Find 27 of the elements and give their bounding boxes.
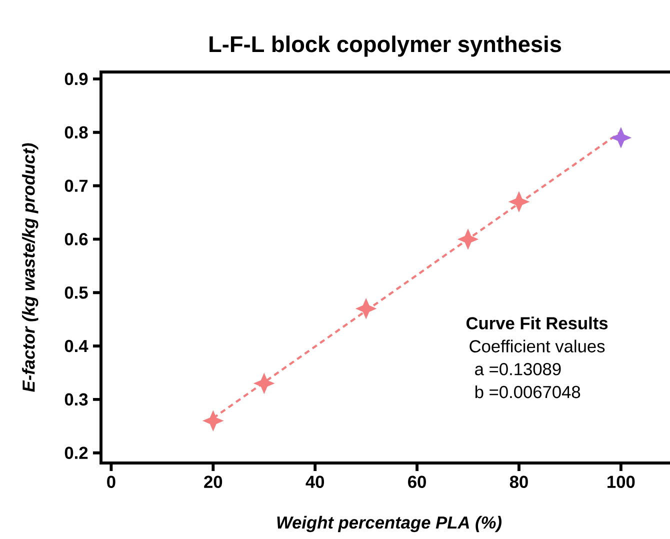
x-tick-label: 0 — [107, 476, 116, 488]
chart-title: L-F-L block copolymer synthesis — [210, 36, 562, 57]
point — [508, 191, 530, 212]
point — [610, 127, 632, 148]
x-tick-label: 60 — [408, 476, 426, 488]
x-tick-label: 40 — [306, 476, 324, 488]
y-tick-label: 0.3 — [64, 393, 88, 406]
point — [253, 372, 275, 394]
annotation: Curve Fit Results — [466, 316, 608, 330]
point — [202, 410, 224, 432]
annotation: a =0.13089 — [475, 363, 561, 376]
x-tick-label: 100 — [608, 476, 635, 488]
annotation: Coefficient values — [470, 340, 605, 352]
annotation: b =0.0067048 — [475, 385, 580, 398]
x-tick-label: 80 — [510, 476, 528, 488]
point — [457, 228, 479, 250]
y-tick-label: 0.8 — [64, 126, 88, 138]
y-tick-label: 0.4 — [64, 340, 88, 352]
point — [355, 298, 377, 320]
y-tick-label: 0.5 — [64, 286, 88, 299]
y-tick-label: 0.2 — [64, 446, 88, 459]
x-axis-title: Weight percentage PLA (%) — [277, 516, 502, 532]
y-axis-title: E-factor (kg waste/kg product) — [22, 143, 38, 392]
y-tick-label: 0.6 — [64, 233, 88, 246]
x-tick-label: 20 — [204, 476, 222, 488]
y-tick-label: 0.7 — [64, 180, 88, 192]
y-tick-label: 0.9 — [64, 72, 88, 86]
